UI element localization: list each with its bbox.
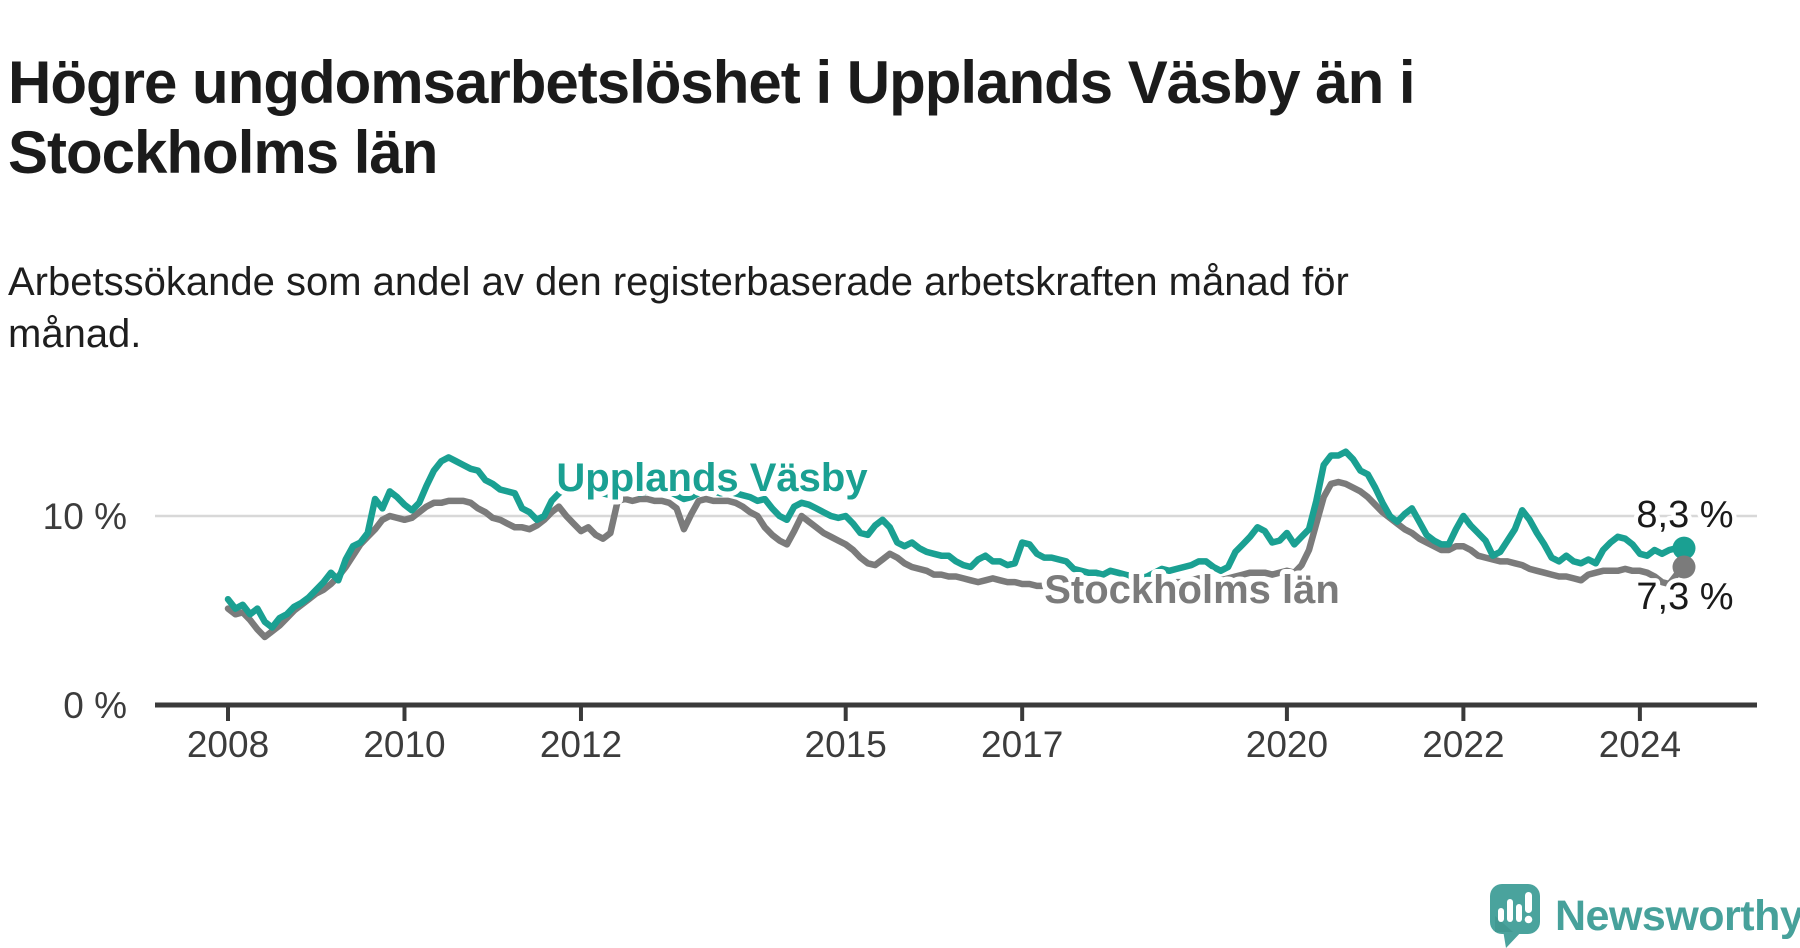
- series-end-dot-upplands-vasby: [1672, 536, 1696, 560]
- newsworthy-wordmark: Newsworthy: [1555, 891, 1800, 940]
- x-axis-label-2010: 2010: [363, 724, 445, 765]
- series-label-upplands-v-sby: Upplands Väsby: [556, 456, 868, 500]
- newsworthy-logo-icon: [1490, 884, 1540, 948]
- x-axis-label-2017: 2017: [981, 724, 1063, 765]
- end-value-label-upplands-vasby: 8,3 %: [1636, 494, 1733, 536]
- newsworthy-branding: Newsworthy: [1489, 882, 1800, 948]
- x-axis-label-2024: 2024: [1599, 724, 1681, 765]
- x-axis-label-2008: 2008: [187, 724, 269, 765]
- page-title: Högre ungdomsarbetslöshet i Upplands Väs…: [8, 49, 1416, 186]
- end-value-label-stockholms-lan: 7,3 %: [1636, 576, 1733, 618]
- y-axis-label-0: 0 %: [63, 685, 127, 726]
- y-axis-label-10: 10 %: [43, 496, 127, 537]
- x-axis-label-2020: 2020: [1246, 724, 1328, 765]
- x-axis-label-2012: 2012: [540, 724, 622, 765]
- x-axis-label-2015: 2015: [805, 724, 887, 765]
- x-axis-label-2022: 2022: [1422, 724, 1504, 765]
- series-label-stockholms-l-n: Stockholms län: [1044, 568, 1340, 612]
- series-line-stockholms-l-n: [224, 478, 1688, 641]
- series-line-upplands-v-sby: [224, 448, 1688, 631]
- series-end-dot-stockholms-lan: [1672, 555, 1696, 579]
- page-subtitle: Arbetssökande som andel av den registerb…: [8, 260, 1349, 356]
